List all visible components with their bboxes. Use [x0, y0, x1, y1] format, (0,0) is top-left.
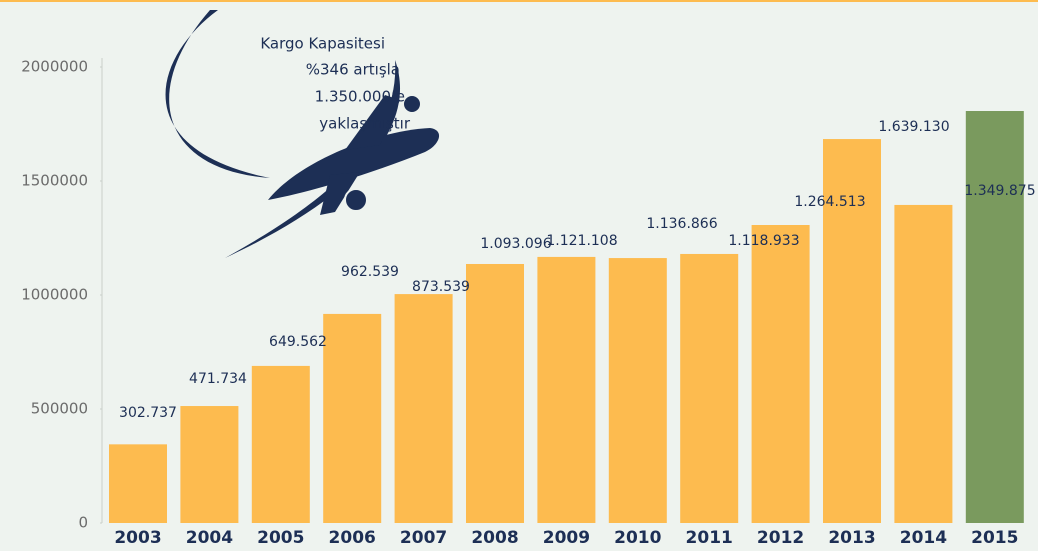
annotation: yaklaşmıştır — [319, 115, 411, 133]
x-tick-label: 2011 — [686, 528, 733, 548]
y-tick-label: 2000000 — [21, 58, 88, 76]
page: {"chart_data": {"type": "bar", "categori… — [0, 0, 1038, 551]
x-tick-label: 2003 — [114, 528, 161, 548]
bar-label: 649.562 — [269, 334, 327, 350]
y-tick-label: 1500000 — [21, 172, 88, 190]
bar-label: 1.118.933 — [728, 233, 799, 249]
y-tick-label: 0 — [78, 514, 88, 532]
bar — [752, 225, 810, 523]
bar — [323, 314, 381, 523]
bar-label: 962.539 — [341, 264, 399, 280]
top-border — [0, 0, 1038, 2]
x-tick-label: 2013 — [828, 528, 875, 548]
annotation: %346 artışla — [306, 61, 400, 79]
y-tick-label: 1000000 — [21, 286, 88, 304]
bar-label: 1.264.513 — [794, 194, 865, 210]
bar — [966, 111, 1024, 523]
bar — [537, 257, 595, 523]
bar-label: 1.349.875 — [964, 183, 1035, 199]
bar — [466, 264, 524, 523]
bar-label: 1.136.866 — [646, 216, 717, 232]
bar-label: 1.639.130 — [878, 119, 949, 135]
bar — [395, 294, 453, 523]
bar-label: 873.539 — [412, 279, 470, 295]
x-tick-label: 2008 — [471, 528, 518, 548]
x-tick-label: 2004 — [186, 528, 233, 548]
annotation: 1.350.000’e — [315, 88, 405, 106]
bar — [609, 258, 667, 523]
annotation: Kargo Kapasitesi — [260, 35, 385, 53]
bar-label: 471.734 — [189, 371, 247, 387]
x-tick-label: 2007 — [400, 528, 447, 548]
bar — [680, 254, 738, 523]
x-tick-label: 2010 — [614, 528, 661, 548]
bar-label: 302.737 — [119, 405, 177, 421]
x-tick-label: 2005 — [257, 528, 304, 548]
y-tick-label: 500000 — [31, 400, 88, 418]
x-tick-label: 2014 — [900, 528, 947, 548]
bar-label: 1.121.108 — [546, 233, 617, 249]
bar — [180, 406, 238, 523]
x-tick-label: 2015 — [971, 528, 1018, 548]
bar-label: 1.093.096 — [480, 236, 551, 252]
bar — [894, 205, 952, 523]
x-tick-label: 2006 — [329, 528, 376, 548]
bar — [252, 366, 310, 523]
bar — [109, 444, 167, 523]
chart: 0 500000 1000000 1500000 2000000 2003 2004 2005… — [0, 0, 1038, 551]
x-tick-label: 2012 — [757, 528, 804, 548]
x-tick-label: 2009 — [543, 528, 590, 548]
